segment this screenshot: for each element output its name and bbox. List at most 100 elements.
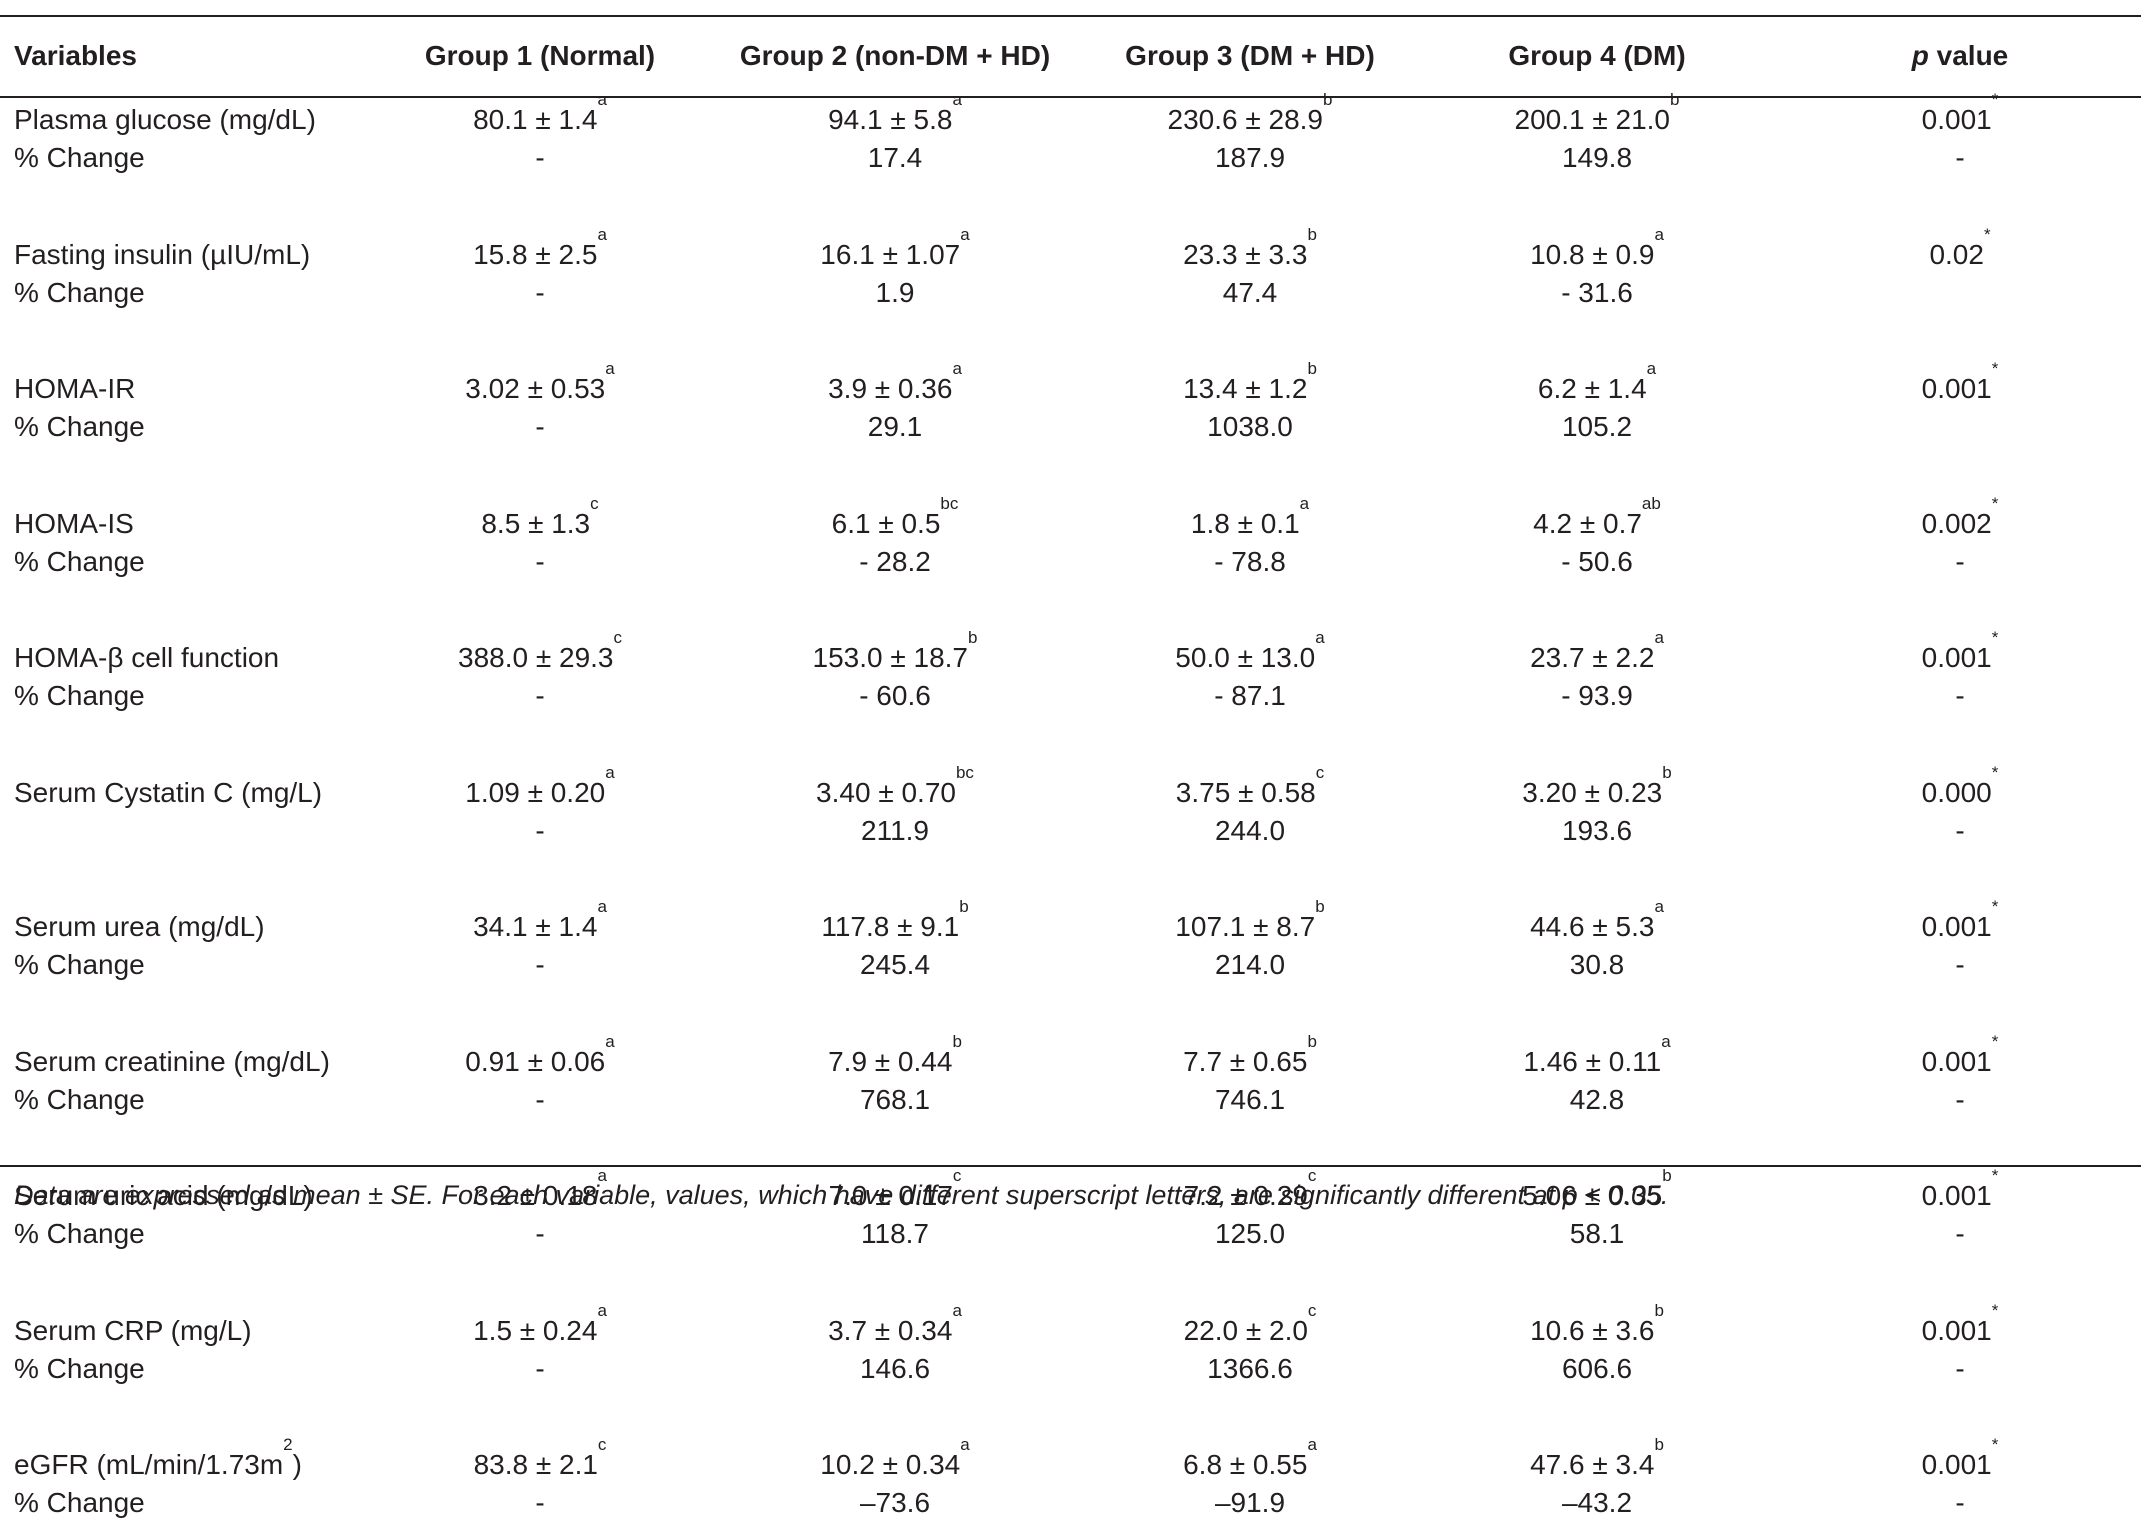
table-cell: 47.6 ± 3.4b (1530, 1435, 1664, 1480)
row-label: % Change (14, 1487, 145, 1518)
table-cell: 42.8 (1569, 1083, 1625, 1115)
p-value-cell: 0.001* (1921, 1300, 1999, 1346)
table-cell: - (535, 411, 545, 442)
p-value-cell: 0.02* (1929, 224, 1991, 270)
table-cell: 1.46 ± 0.11a (1523, 1031, 1671, 1077)
table-cell: 6.1 ± 0.5bc (831, 493, 959, 539)
table-cell: 83.8 ± 2.1c (473, 1435, 607, 1480)
table-cell: 58.1 (1569, 1218, 1625, 1249)
table-cell: 13.4 ± 1.2b (1183, 359, 1317, 404)
table-cell: 187.9 (1214, 142, 1286, 173)
table-cell: 214.0 (1214, 949, 1286, 980)
header-group-1: Group 1 (Normal) (424, 40, 656, 71)
row-label: Serum urea (mg/dL) (14, 911, 265, 942)
table-cell: 5.06 ± 0.35b (1522, 1166, 1672, 1211)
p-value-cell: 0.002* (1921, 493, 1999, 539)
table-cell: 22.0 ± 2.0c (1183, 1300, 1317, 1346)
table-cell: –91.9 (1214, 1487, 1286, 1518)
table-cell: 1.5 ± 0.24a (473, 1300, 607, 1346)
row-label: HOMA-IS (14, 507, 134, 539)
table-cell: 4.2 ± 0.7ab (1533, 493, 1661, 539)
table-cell: 245.4 (859, 949, 931, 980)
row-label: Plasma glucose (mg/dL) (14, 104, 316, 135)
row-label: Serum CRP (mg/L) (14, 1314, 252, 1346)
p-value-cell: 0.001* (1921, 1166, 1999, 1211)
table-footnote: Data are expressed as mean ± SE. For eac… (14, 1180, 1669, 1210)
table-cell: –43.2 (1561, 1487, 1633, 1518)
row-label: % Change (14, 949, 145, 980)
table-cell: 30.8 (1569, 949, 1625, 980)
table-cell: 50.0 ± 13.0a (1175, 628, 1325, 673)
table-cell: 15.8 ± 2.5a (473, 224, 607, 270)
header-group-3: Group 3 (DM + HD) (1125, 40, 1375, 71)
p-value-cell: 0.001* (1921, 90, 1999, 135)
table-cell: 1.9 (875, 276, 915, 308)
table-cell: 1.09 ± 0.20a (465, 762, 615, 808)
table-cell: 3.75 ± 0.58c (1175, 762, 1325, 808)
p-value-cell: 0.001* (1921, 1435, 1999, 1480)
p-value-cell: 0.000* (1921, 762, 1999, 808)
table-cell: - (535, 1487, 545, 1518)
p-value-cell: 0.001* (1921, 359, 1999, 404)
table-cell: 3.40 ± 0.70bc (816, 762, 974, 808)
table-cell: 3.20 ± 0.23b (1522, 762, 1672, 808)
table-cell: 388.0 ± 29.3c (458, 628, 622, 673)
p-value-cell: - (1955, 1218, 1965, 1249)
table-cell: 17.4 (867, 142, 923, 173)
table-cell: 149.8 (1561, 142, 1633, 173)
table-cell: 118.7 (861, 1218, 929, 1249)
row-label: % Change (14, 545, 145, 577)
table-cell: - 87.1 (1214, 680, 1286, 711)
row-label: HOMA-IR (14, 373, 136, 404)
table-cell: - 78.8 (1214, 545, 1286, 577)
row-label: Serum uric acid (mg/dL) (14, 1180, 313, 1211)
table-cell: 23.7 ± 2.2a (1530, 628, 1664, 673)
table-cell: 146.6 (859, 1352, 931, 1384)
p-value-cell: 0.001* (1921, 1031, 1999, 1077)
table-cell: 125.0 (1214, 1218, 1286, 1249)
row-label: % Change (14, 1083, 145, 1115)
row-label: % Change (14, 142, 145, 173)
table-cell: - (535, 814, 545, 846)
table-cell: 768.1 (859, 1083, 931, 1115)
table-cell: 3.02 ± 0.53a (465, 359, 615, 404)
table-cell: 211.9 (861, 814, 929, 846)
table-cell: 47.4 (1222, 276, 1278, 308)
header-group-4: Group 4 (DM) (1508, 40, 1686, 71)
row-label: Serum Cystatin C (mg/L) (14, 776, 323, 808)
table-cell: 7.7 ± 0.65b (1183, 1031, 1317, 1077)
table-cell: 153.0 ± 18.7b (812, 628, 978, 673)
table-cell: 10.6 ± 3.6b (1530, 1300, 1664, 1346)
table-cell: 107.1 ± 8.7b (1175, 897, 1325, 942)
row-label: Serum creatinine (mg/dL) (14, 1045, 330, 1077)
row-label: % Change (14, 411, 145, 442)
table-cell: 1038.0 (1207, 411, 1293, 442)
table-cell: 1366.6 (1207, 1352, 1293, 1384)
table-cell: 6.2 ± 1.4a (1537, 359, 1657, 404)
table-cell: 23.3 ± 3.3b (1183, 224, 1317, 270)
bottom-rule (0, 1165, 2141, 1167)
table-cell: - (535, 1083, 545, 1115)
table-cell: 230.6 ± 28.9b (1167, 90, 1333, 135)
table-cell: 7.2 ± 0.29c (1183, 1166, 1317, 1211)
top-rule (0, 15, 2141, 17)
p-value-cell: - (1955, 1352, 1965, 1384)
table-cell: - (535, 142, 545, 173)
table-cell: 44.6 ± 5.3a (1530, 897, 1664, 942)
p-value-cell: - (1955, 1487, 1965, 1518)
p-value-cell: 0.001* (1921, 897, 1999, 942)
p-value-cell: 0.001* (1921, 628, 1999, 673)
row-label: % Change (14, 680, 145, 711)
row-label: % Change (14, 1218, 145, 1249)
row-label: % Change (14, 1352, 145, 1384)
p-value-cell: - (1955, 680, 1965, 711)
table-cell: 746.1 (1214, 1083, 1286, 1115)
table-cell: 80.1 ± 1.4a (473, 90, 607, 135)
table-cell: - 31.6 (1561, 276, 1633, 308)
table-cell: 3.2 ± 0.18a (473, 1166, 607, 1211)
row-label: % Change (14, 276, 145, 308)
table-cell: 606.6 (1561, 1352, 1633, 1384)
p-value-cell: - (1955, 949, 1965, 980)
row-label: HOMA-β cell function (14, 642, 280, 673)
table-cell: 105.2 (1561, 411, 1633, 442)
